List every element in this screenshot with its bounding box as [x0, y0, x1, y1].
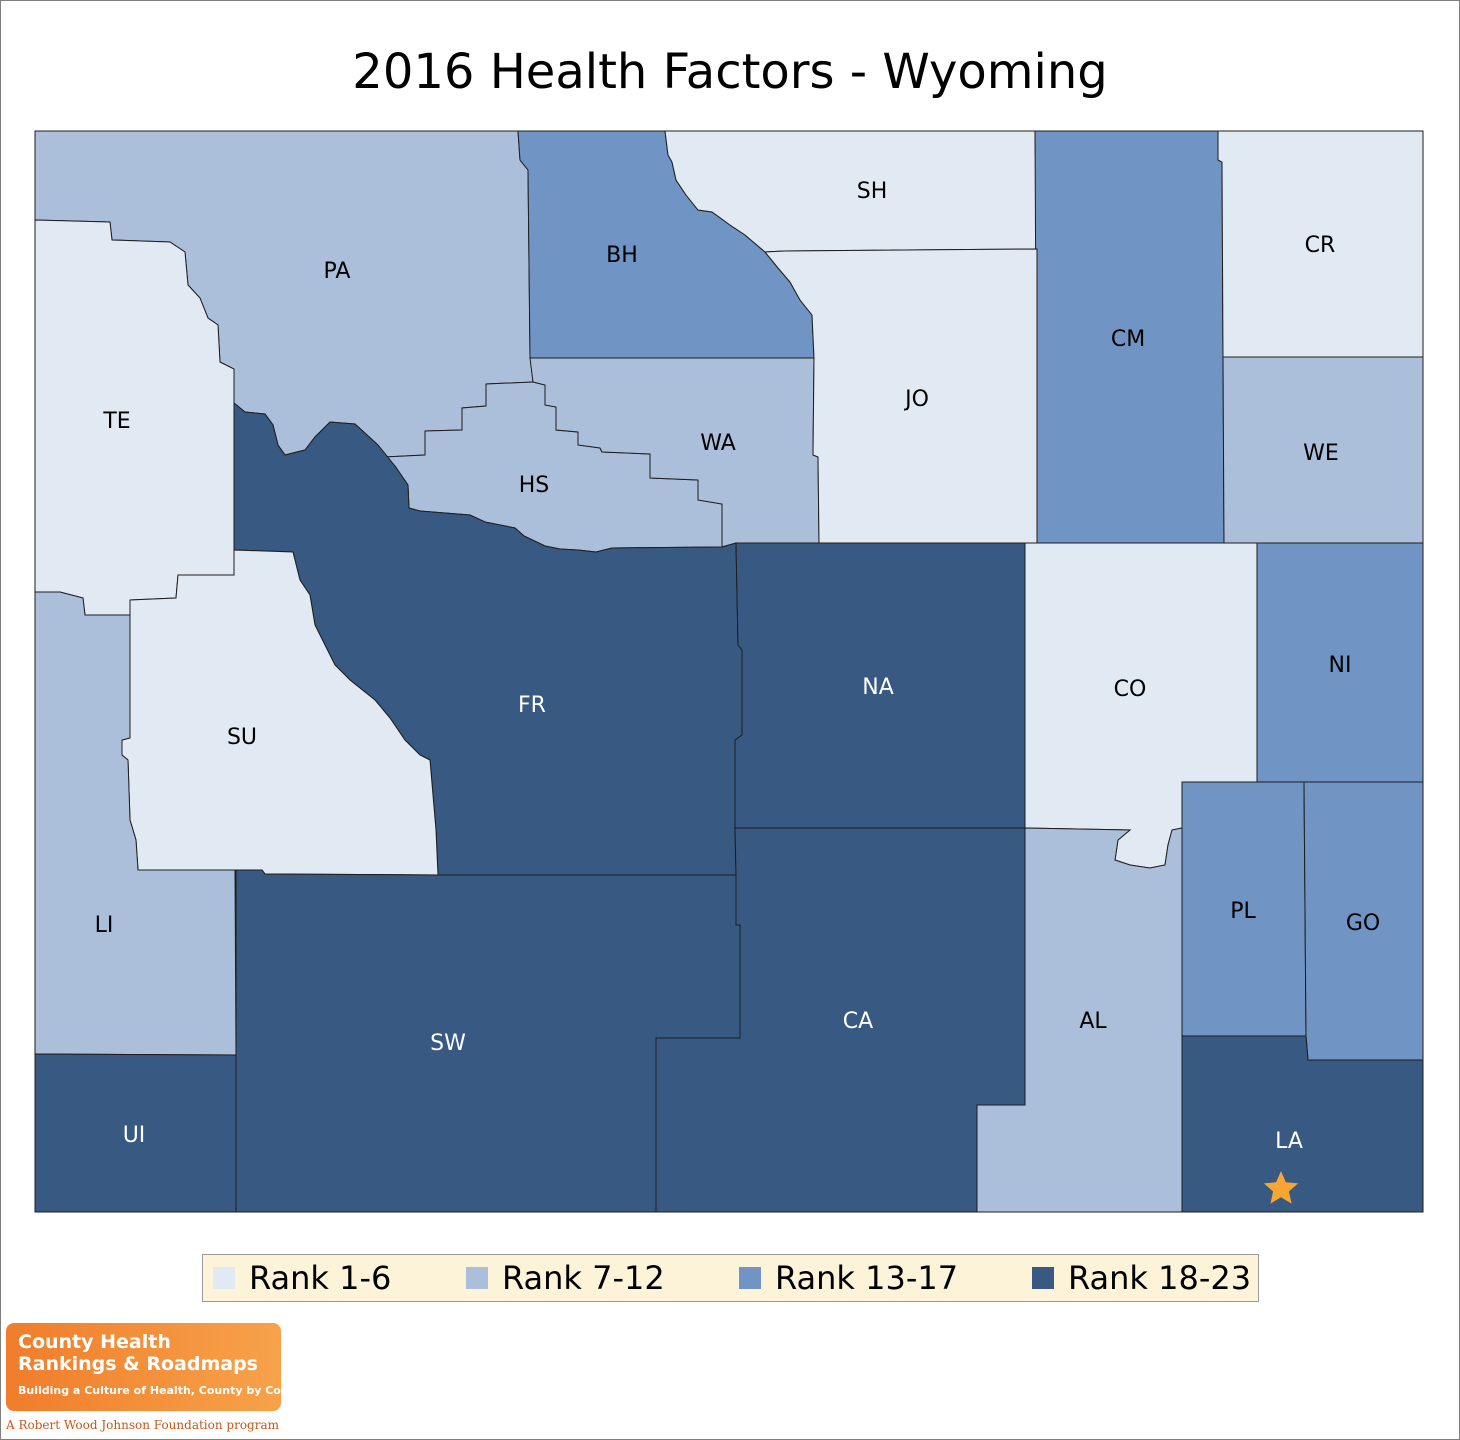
legend-item-rank-1-6: Rank 1-6 [203, 1255, 443, 1301]
county-label-la: LA [1275, 1129, 1303, 1154]
county-label-cr: CR [1305, 233, 1336, 258]
legend-swatch [739, 1267, 761, 1289]
county-label-ca: CA [843, 1009, 873, 1034]
county-label-ui: UI [123, 1123, 146, 1148]
logo-title-line1: County Health [18, 1331, 171, 1353]
county-label-fr: FR [518, 693, 546, 718]
legend-swatch [466, 1267, 488, 1289]
county-label-co: CO [1114, 677, 1147, 702]
county-label-go: GO [1346, 911, 1380, 936]
county-label-jo: JO [903, 387, 929, 412]
legend-label: Rank 7-12 [502, 1259, 665, 1297]
legend-label: Rank 1-6 [249, 1259, 392, 1297]
county-label-pl: PL [1230, 899, 1256, 924]
legend-label: Rank 13-17 [775, 1259, 959, 1297]
legend-swatch [213, 1267, 235, 1289]
star-icon [1263, 1171, 1299, 1204]
county-label-hs: HS [519, 473, 550, 498]
county-label-bh: BH [606, 243, 638, 268]
county-label-li: LI [95, 913, 114, 938]
logo-tagline: Building a Culture of Health, County by … [18, 1384, 309, 1397]
logo-footer: A Robert Wood Johnson Foundation program [6, 1418, 279, 1432]
legend-swatch [1032, 1267, 1054, 1289]
county-label-na: NA [862, 675, 894, 700]
county-label-pa: PA [324, 259, 351, 284]
logo-title-line2: Rankings & Roadmaps [18, 1353, 258, 1375]
county-label-we: WE [1303, 441, 1339, 466]
county-label-sw: SW [430, 1031, 466, 1056]
county-label-sh: SH [857, 179, 888, 204]
county-al [976, 827, 1183, 1213]
legend-item-rank-13-17: Rank 13-17 [729, 1255, 1009, 1301]
county-label-te: TE [102, 409, 130, 434]
county-label-ni: NI [1329, 653, 1352, 678]
legend-label: Rank 18-23 [1068, 1259, 1252, 1297]
county-label-cm: CM [1111, 327, 1145, 352]
county-label-su: SU [227, 725, 257, 750]
legend-item-rank-7-12: Rank 7-12 [456, 1255, 696, 1301]
county-health-rankings-logo: County Health Rankings & Roadmaps Buildi… [6, 1323, 309, 1411]
legend-item-rank-18-23: Rank 18-23 [1022, 1255, 1256, 1301]
county-label-al: AL [1079, 1009, 1107, 1034]
state-border [34, 130, 1424, 1213]
map-title: 2016 Health Factors - Wyoming [352, 44, 1108, 100]
county-label-wa: WA [700, 431, 736, 456]
county-la [1181, 1035, 1424, 1213]
legend: Rank 1-6 Rank 7-12 Rank 13-17 Rank 18-23 [202, 1254, 1259, 1302]
